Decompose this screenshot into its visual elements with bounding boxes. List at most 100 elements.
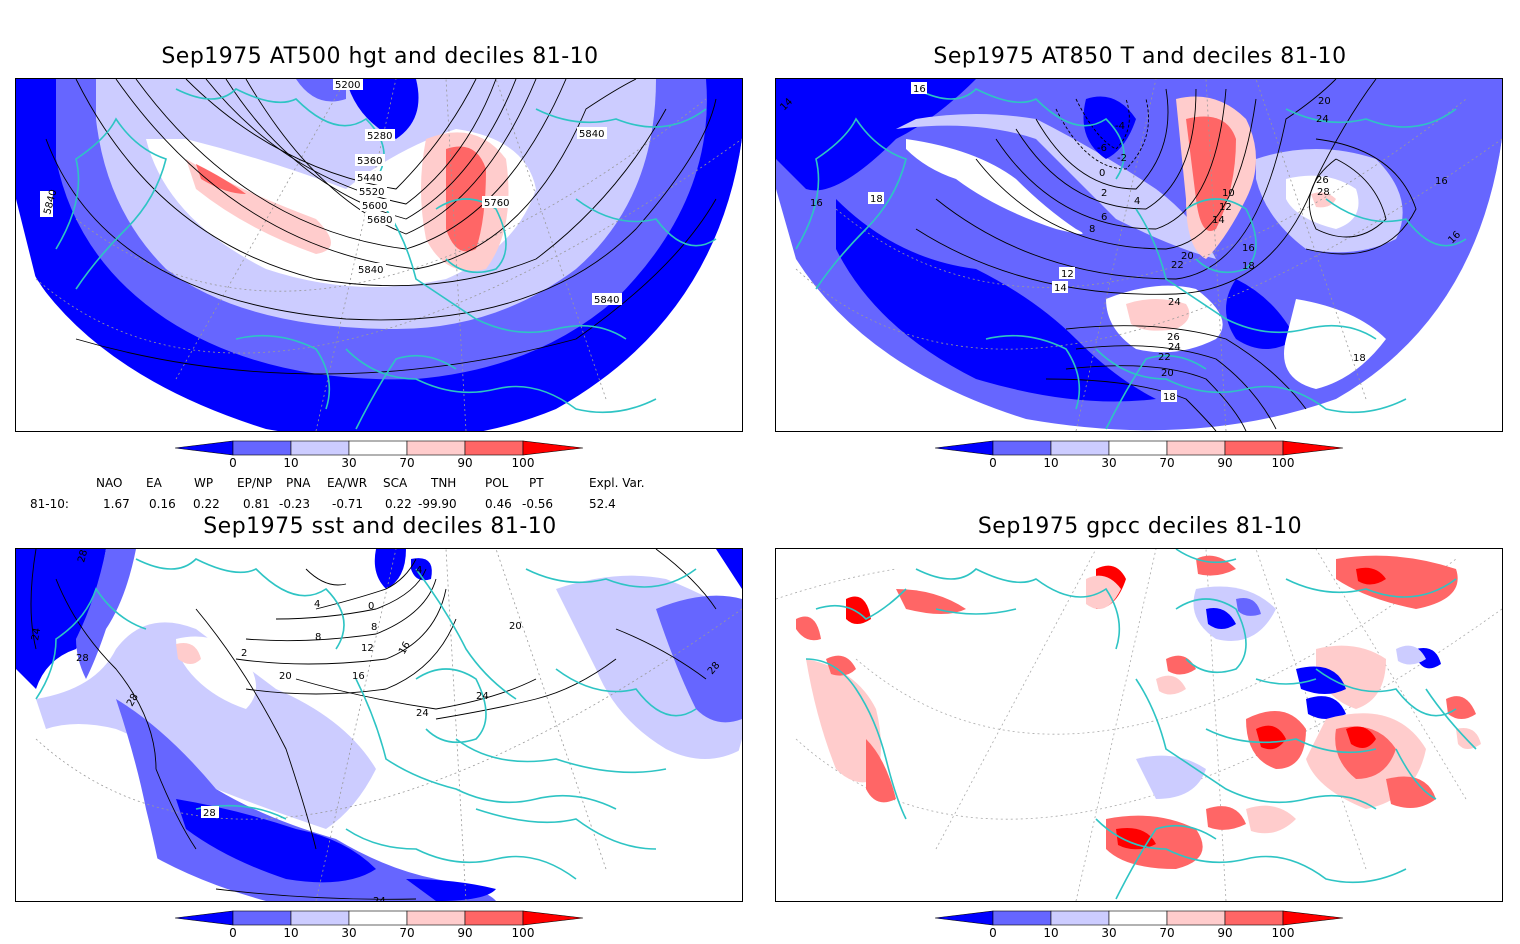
colorbar-swatches [934,440,1344,456]
tele-header: SCA [383,476,408,490]
tele-value: -0.71 [332,497,364,511]
contour-label: 18 [870,194,883,205]
tele-header: POL [485,476,509,490]
contour-label: 12 [1061,269,1074,280]
contour-label: 20 [1181,251,1194,262]
colorbar-label: 30 [341,456,357,470]
panel3-title: Sep1975 sst and deciles 81-10 [203,514,557,539]
contour-label: 16 [1435,176,1448,187]
contour-label: 16 [352,671,365,682]
map-at500: 5200 5280 5360 5440 5520 5600 5680 5840 … [16,79,742,431]
contour-label: 24 [1316,114,1329,125]
contour-label: 26 [1316,175,1329,186]
colorbar-label: 90 [457,926,473,940]
colorbar-label: 70 [399,926,415,940]
tele-header: WP [194,476,214,490]
map-panel-at500-hgt: 5200 5280 5360 5440 5520 5600 5680 5840 … [15,78,743,432]
contour-label: 2 [241,648,247,659]
colorbar-label: 30 [341,926,357,940]
tele-value: 1.67 [103,497,130,511]
contour-label: 24 [416,708,429,719]
contour-label: 16 [913,84,926,95]
contour-label: 16 [1242,243,1255,254]
contour-label: 5280 [367,131,392,142]
contour-label: 18 [1163,392,1176,403]
colorbar-label: 100 [511,456,535,470]
contour-label: 24 [30,627,43,641]
contour-label: 22 [1171,260,1184,271]
colorbar-label: 70 [1159,456,1175,470]
contour-label: 0 [1099,168,1105,179]
contour-label: 5840 [594,295,619,306]
contour-label: 14 [1212,215,1225,226]
contour-label: 28 [1317,187,1330,198]
colorbar-label: 30 [1101,456,1117,470]
tele-value: -0.56 [522,497,554,511]
contour-label: 14 [1054,283,1067,294]
tele-value: 0.16 [149,497,176,511]
contour-label: 16 [810,198,823,209]
colorbar-label: 0 [989,456,997,470]
contour-label: 2 [1101,188,1107,199]
tele-value: 0.46 [485,497,512,511]
contour-label: 28 [203,808,216,819]
tele-header: Expl. Var. [589,476,645,490]
panel4-title: Sep1975 gpcc deciles 81-10 [977,514,1303,539]
contour-label: 24 [476,691,489,702]
contour-label: 8 [315,632,321,643]
panel1-title: Sep1975 AT500 hgt and deciles 81-10 [161,44,599,69]
colorbar-label: 90 [1217,456,1233,470]
colorbar-label: 0 [229,456,237,470]
tele-header: NAO [96,476,123,490]
tele-header: PNA [286,476,311,490]
colorbar-label: 0 [229,926,237,940]
colorbar-label: 70 [399,456,415,470]
contour-label: 6 [1101,212,1107,223]
colorbar-label: 70 [1159,926,1175,940]
map-sst: 28 24 28 28 4 0 4 8 12 16 20 2 8 16 20 2… [16,549,742,901]
contour-label: 12 [1219,202,1232,213]
tele-header: TNH [431,476,457,490]
contour-label: 28 [76,549,90,564]
contour-label: 4 [416,565,422,576]
colorbar-label: 10 [283,926,299,940]
contour-label: 4 [1134,196,1140,207]
map-gpcc [776,549,1502,901]
tele-value: 0.22 [385,497,412,511]
contour-label: -4 [1115,121,1125,132]
colorbar-label: 0 [989,926,997,940]
contour-label: 20 [279,671,292,682]
contour-label: 5360 [357,156,382,167]
contour-label: 5200 [335,80,360,91]
tele-header: EA [146,476,162,490]
colorbar-swatches [934,910,1344,926]
contour-label: -2 [1117,153,1127,164]
contour-label: 28 [76,653,89,664]
contour-label: 26 [1167,332,1180,343]
colorbar-label: 100 [1271,926,1295,940]
contour-label: 5600 [362,201,387,212]
colorbar-label: 90 [1217,926,1233,940]
contour-label: 18 [1353,353,1366,364]
colorbar-panel4: 0 10 30 70 90 100 [934,910,1355,944]
contour-label: 24 [1168,342,1181,353]
contour-label: 24 [373,896,386,901]
contour-label: 24 [1168,297,1181,308]
contour-label: 5680 [367,215,392,226]
contour-label: 8 [371,622,377,633]
contour-label: 5440 [357,173,382,184]
contour-label: 20 [509,621,522,632]
colorbar-panel2: 0 10 30 70 90 100 [934,440,1355,474]
tele-value: 0.81 [243,497,270,511]
colorbar-label: 10 [283,456,299,470]
colorbar-label: 100 [1271,456,1295,470]
tele-header: PT [529,476,544,490]
colorbar-label: 90 [457,456,473,470]
panel2-title: Sep1975 AT850 T and deciles 81-10 [933,44,1347,69]
contour-label: 22 [1158,352,1171,363]
tele-value: -0.23 [279,497,311,511]
colorbar-label: 10 [1043,926,1059,940]
contour-label: -6 [1097,143,1107,154]
colorbar-panel1: 0 10 30 70 90 100 [174,440,595,474]
colorbar-label: 30 [1101,926,1117,940]
